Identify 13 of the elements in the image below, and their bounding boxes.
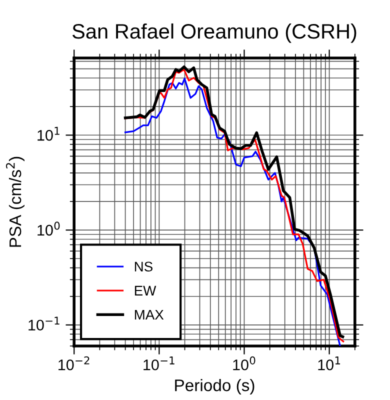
legend-label: NS (134, 262, 152, 272)
y-tick-label: 10$^{−1}$ (28, 316, 60, 331)
x-tick-label: 10$^{1}$ (318, 356, 340, 370)
y-axis-title: PSA (cm/s$^{2}$) (6, 156, 24, 247)
x-tick-label: 10$^{0}$ (233, 356, 256, 370)
x-tick-label: 10$^{−2}$ (58, 356, 90, 370)
y-tick-label: 10$^{0}$ (38, 222, 60, 236)
chart-title: San Rafael Oreamuno (CSRH) (72, 23, 356, 43)
x-axis-title: Periodo (s) (175, 378, 254, 395)
x-tick-label: 10$^{−1}$ (144, 356, 174, 370)
y-tick-label: 10$^{1}$ (38, 126, 60, 141)
legend-label: EW (134, 286, 156, 296)
legend-label: MAX (134, 310, 164, 320)
